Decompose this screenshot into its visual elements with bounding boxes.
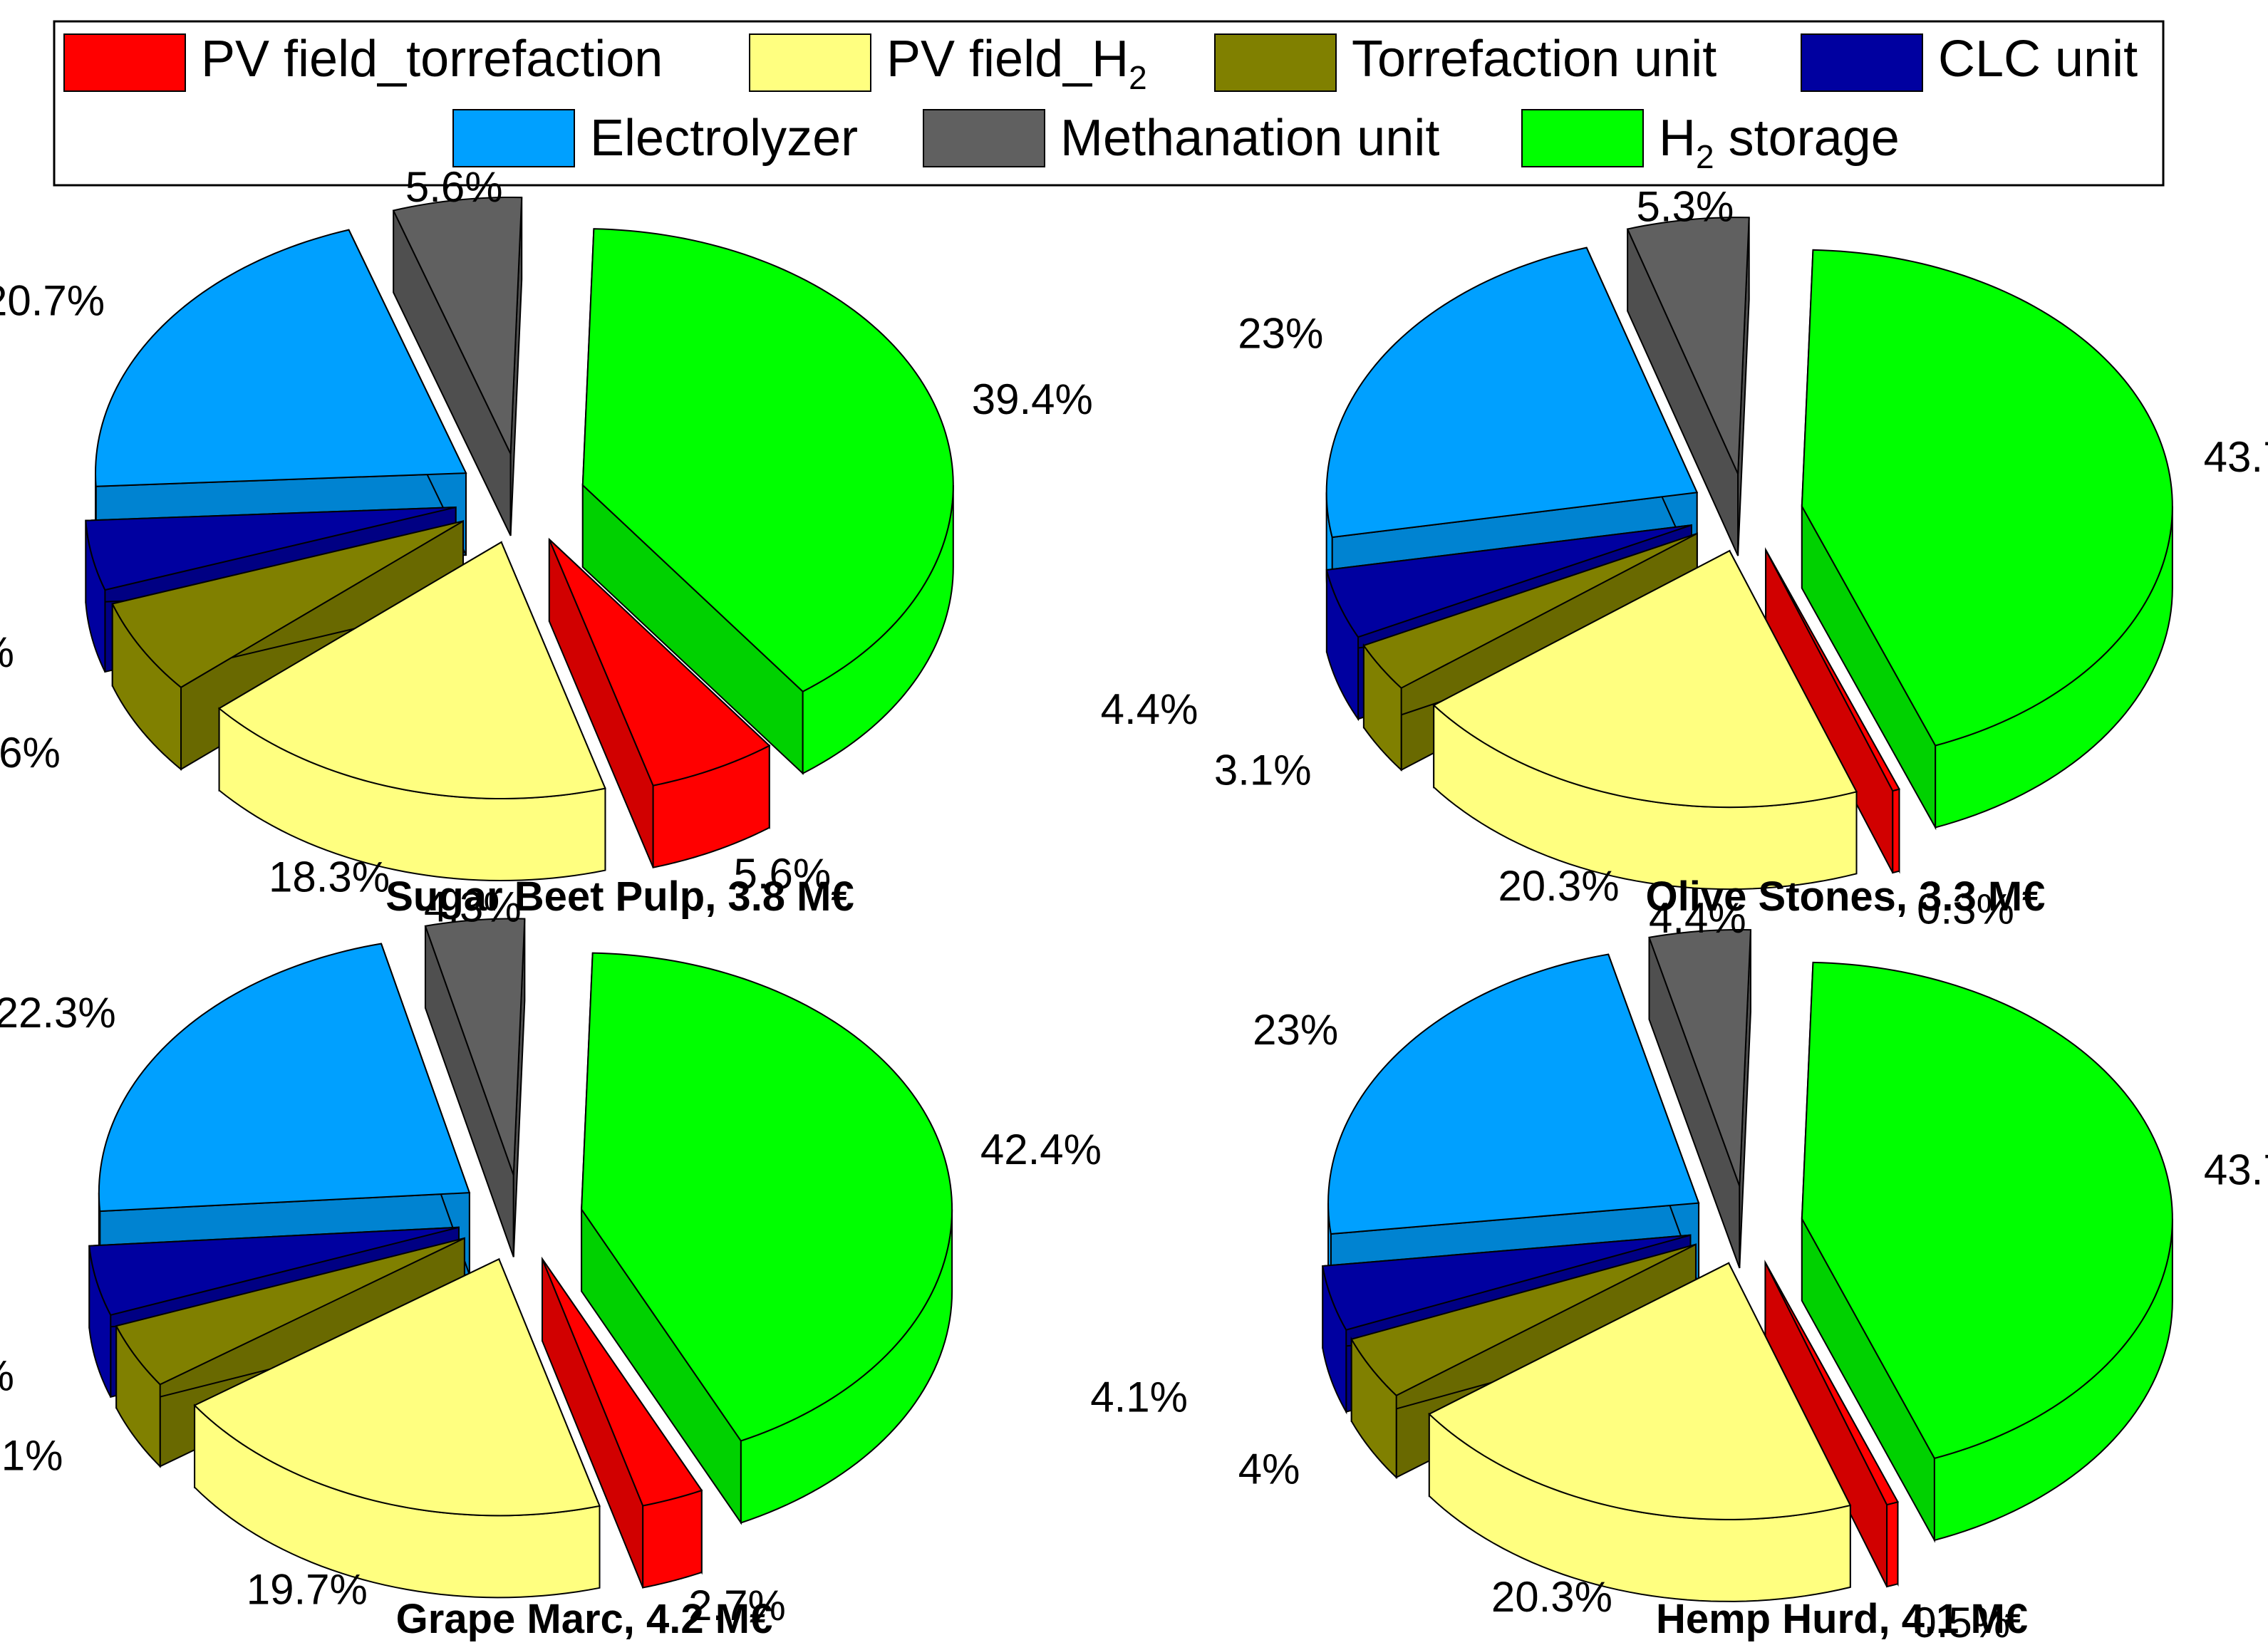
pie-3-slice-elec xyxy=(98,943,471,1213)
pie-tops xyxy=(85,196,954,800)
legend-swatch-clc xyxy=(1801,33,1923,92)
pie-1-slice-pv_torr xyxy=(548,539,771,787)
pie-3-slice-torr xyxy=(115,1238,465,1386)
pie-1-label-elec: 20.7% xyxy=(0,277,105,325)
pie-4-label-h2s: 43.7% xyxy=(2204,1146,2268,1194)
legend-label-clc: CLC unit xyxy=(1938,31,2138,88)
pie-chart-3: 42.4% 2.7% 19.7% 4.1% 4.4% 22.3% 4.3% Grape Mar… xyxy=(0,883,1102,1642)
pie-2-label-h2s: 43.7% xyxy=(2204,433,2268,481)
pie-4-slice-elec xyxy=(1327,953,1700,1235)
pie-2-slice-pv_h2 xyxy=(1432,549,1858,809)
legend-label-meth: Methanation unit xyxy=(1060,110,1439,167)
pie-4-title: Hemp Hurd, 4.1 M€ xyxy=(1656,1596,2028,1642)
pie-1-slice-clc xyxy=(85,507,456,591)
pie-3-slice-clc xyxy=(88,1226,460,1316)
legend-swatch-h2s xyxy=(1521,109,1644,167)
legend-swatch-pv_h2 xyxy=(749,33,871,92)
pie-4-slice-h2s xyxy=(1801,961,2173,1460)
pie-tops xyxy=(88,918,953,1517)
pie-1-label-meth: 5.6% xyxy=(405,163,503,211)
pie-4-label-meth: 4.4% xyxy=(1649,894,1746,942)
pie-2-label-meth: 5.3% xyxy=(1637,183,1734,231)
pie-1-slice-pv_h2 xyxy=(217,541,606,800)
pie-2-slice-pv_torr-side-0 xyxy=(1892,788,1900,874)
pie-3-slice-h2s xyxy=(581,952,953,1442)
legend-label-elec: Electrolyzer xyxy=(590,110,858,167)
pie-3-label-pv_torr: 2.7% xyxy=(688,1582,786,1629)
legend-label-pv_h2: PV field_H2 xyxy=(886,31,1147,96)
legend-swatch-elec xyxy=(452,109,575,167)
pie-1-label-h2s: 39.4% xyxy=(972,375,1093,423)
pie-2-slice-h2s xyxy=(1801,249,2173,747)
pie-2-label-clc: 4.4% xyxy=(1101,685,1198,733)
pie-3-slice-pv_torr-side-0 xyxy=(642,1489,703,1589)
pie-4-label-pv_h2: 20.3% xyxy=(1491,1573,1612,1621)
pie-3-label-elec: 22.3% xyxy=(0,989,116,1037)
pie-chart-1: 39.4%5.6%18.3%6%4.4%20.7%5.6%Sugar Beet … xyxy=(0,163,1093,920)
pie-2-label-pv_h2: 20.3% xyxy=(1498,862,1619,910)
pie-4-slice-pv_h2 xyxy=(1428,1262,1852,1520)
pie-3-slice-pv_h2 xyxy=(193,1257,601,1517)
legend-swatch-torr xyxy=(1214,33,1337,92)
pie-4-label-pv_torr: 0.5% xyxy=(1912,1599,2010,1646)
pie-3-label-torr: 4.1% xyxy=(0,1432,63,1480)
pie-3-label-pv_h2: 19.7% xyxy=(247,1566,368,1614)
pie-2-label-elec: 23% xyxy=(1238,310,1323,358)
pie-tops xyxy=(1322,928,2173,1520)
pie-2-title: Olive Stones, 3.3 M€ xyxy=(1646,873,2046,920)
pie-3-slice-pv_torr xyxy=(542,1258,703,1507)
pie-chart-4: 43.7% 0.5% 20.3% 4% 4.1% 23% 4.4% Hemp Hurd, 4.… xyxy=(1090,894,2268,1646)
legend-label-pv_torr: PV field_torrefaction xyxy=(201,31,663,88)
pie-1-slice-meth xyxy=(392,196,523,455)
pie-3-title: Grape Marc, 4.2 M€ xyxy=(396,1596,773,1642)
pie-4-label-clc: 4.1% xyxy=(1090,1374,1188,1421)
pies: 39.4%5.6%18.3%6%4.4%20.7%5.6%Sugar Beet … xyxy=(0,163,2268,1646)
pie-1-label-clc: 4.4% xyxy=(0,628,14,676)
pie-2-slice-pv_torr xyxy=(1765,549,1900,792)
legend-label-torr: Torrefaction unit xyxy=(1352,31,1716,88)
pie-2-label-pv_torr: 0.3% xyxy=(1917,885,2014,933)
legend-swatch-meth xyxy=(923,109,1045,167)
pie-4-slice-clc xyxy=(1322,1234,1691,1331)
pie-1-label-pv_h2: 18.3% xyxy=(269,853,390,901)
pie-2-label-torr: 3.1% xyxy=(1214,747,1312,794)
pie-3-slice-meth xyxy=(424,918,526,1176)
pie-4-slice-pv_torr xyxy=(1764,1262,1899,1506)
pie-4-slice-torr xyxy=(1350,1243,1697,1396)
pie-2-slice-clc xyxy=(1325,524,1692,638)
pie-1-label-pv_torr: 5.6% xyxy=(733,850,831,898)
pie-tops xyxy=(1325,217,2173,809)
pie-4-slice-pv_torr-side-0 xyxy=(1886,1500,1899,1588)
legend: PV field_torrefaction PV field_H2 Torrefac… xyxy=(53,20,2165,187)
pie-1-slice-elec xyxy=(94,229,467,487)
pie-3-label-meth: 4.3% xyxy=(424,883,522,931)
pie-3-label-h2s: 42.4% xyxy=(980,1126,1102,1173)
pie-4-label-elec: 23% xyxy=(1253,1006,1338,1054)
pie-chart-2: 43.7% 0.3% 20.3% 3.1% 4.4% 23% 5.3% Olive Stone… xyxy=(1101,183,2268,933)
legend-label-h2s: H2 storage xyxy=(1659,110,1900,175)
pie-1-slice-torr xyxy=(111,520,464,689)
pie-1-title: Sugar Beet Pulp, 3.8 M€ xyxy=(385,873,854,920)
pie-4-slice-meth xyxy=(1648,928,1752,1187)
pie-2-slice-torr xyxy=(1362,532,1698,689)
pie-2-slice-meth xyxy=(1626,217,1750,474)
pie-1-slice-h2s xyxy=(581,228,954,692)
pie-1-label-torr: 6% xyxy=(0,729,61,777)
pie-4-label-torr: 4% xyxy=(1238,1445,1300,1493)
pie-3-label-clc: 4.4% xyxy=(0,1352,14,1400)
legend-swatch-pv_torr xyxy=(63,33,186,92)
pie-2-slice-elec xyxy=(1325,247,1699,539)
